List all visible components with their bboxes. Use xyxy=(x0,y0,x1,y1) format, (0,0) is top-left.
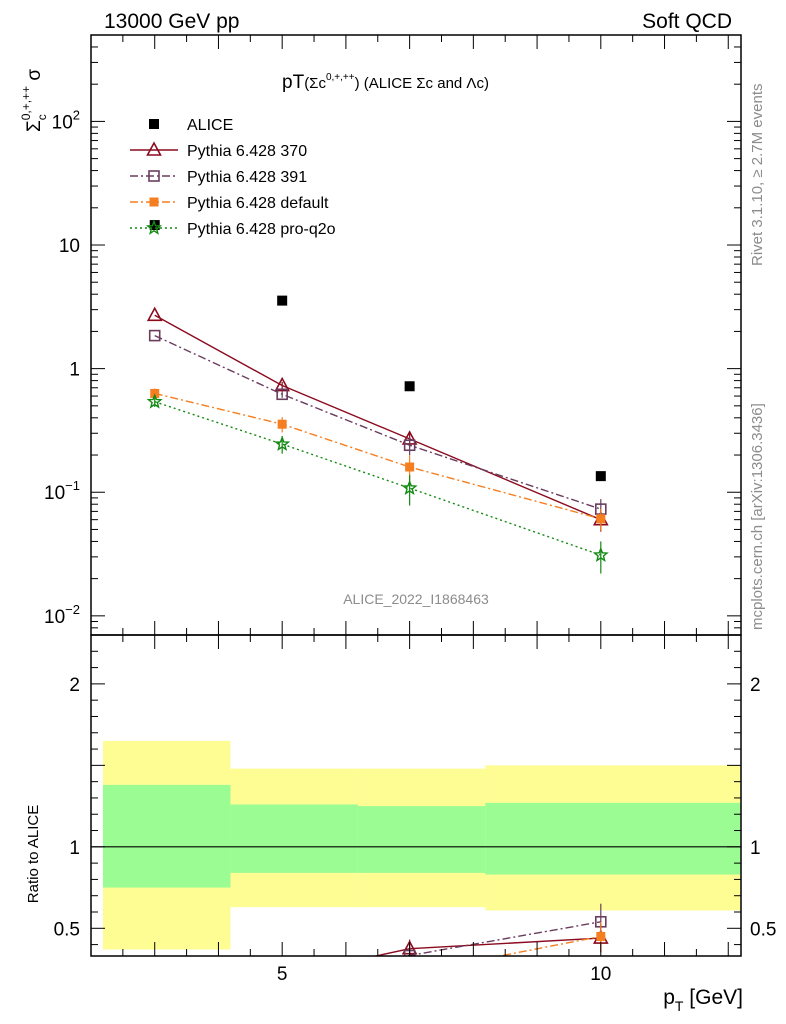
ratio-y-tick-label: 2 xyxy=(69,675,80,696)
ratio-stat-band xyxy=(485,802,741,875)
ratio-y-tick-label: 1 xyxy=(69,838,80,859)
legend-marker xyxy=(149,197,159,207)
legend-label: Pythia 6.428 pro-q2o xyxy=(187,221,336,238)
ratio-series-line xyxy=(403,921,601,956)
y-tick-label: 10 xyxy=(59,236,80,257)
ratio-point xyxy=(596,931,606,941)
analysis-id: ALICE_2022_I1868463 xyxy=(343,591,489,607)
series-point xyxy=(403,439,416,452)
series-point xyxy=(148,329,161,342)
series-point xyxy=(274,376,291,392)
x-tick-label: 5 xyxy=(277,964,288,985)
series-line xyxy=(154,401,602,556)
y-tick-label: 102 xyxy=(52,107,80,133)
legend-marker xyxy=(148,170,160,182)
y-tick-label: 10−2 xyxy=(44,602,80,628)
legend-marker xyxy=(145,219,163,235)
series-point xyxy=(146,393,163,409)
header-right: Soft QCD xyxy=(642,10,732,33)
x-axis-label: pT [GeV] xyxy=(663,986,743,1014)
series-point xyxy=(592,546,609,562)
y-axis-label: Σc0,+,++ σ xyxy=(19,69,49,132)
series-point xyxy=(277,419,287,429)
legend-label: Pythia 6.428 391 xyxy=(187,169,307,186)
legend-label: Pythia 6.428 370 xyxy=(187,143,307,160)
ratio-stat-band xyxy=(103,784,231,888)
x-tick-label: 10 xyxy=(590,964,611,985)
y-tick-label: 1 xyxy=(69,360,80,381)
series-point xyxy=(146,306,163,322)
plot-title: pT(Σc0,+,++) (ALICE Σc and Λc) xyxy=(282,72,489,93)
ratio-series-line xyxy=(372,937,601,956)
series-point xyxy=(596,514,606,524)
data-point xyxy=(595,471,606,482)
legend-label: Pythia 6.428 default xyxy=(187,195,329,212)
ratio-stat-band xyxy=(357,806,486,873)
series-line xyxy=(154,392,601,520)
series-line xyxy=(154,314,602,521)
ratio-stat-band xyxy=(230,804,358,873)
ratio-frame xyxy=(90,634,742,957)
ratio-y-tick-label-right: 1 xyxy=(750,838,761,859)
mcplots-label: mcplots.cern.ch [arXiv:1306.3436] xyxy=(749,403,766,630)
legend-marker xyxy=(149,119,159,129)
series-point xyxy=(276,388,288,401)
rivet-label: Rivet 3.1.10, ≥ 2.7M events xyxy=(749,84,766,267)
ratio-y-tick-label: 0.5 xyxy=(54,919,80,940)
series-point xyxy=(401,479,418,496)
ratio-y-tick-label-right: 0.5 xyxy=(750,919,776,940)
ratio-y-tick-label-right: 2 xyxy=(750,675,761,696)
data-point xyxy=(404,381,415,392)
series-line xyxy=(154,334,602,510)
ratio-y-axis-label: Ratio to ALICE xyxy=(25,805,42,903)
y-tick-label: 10−1 xyxy=(44,478,80,504)
series-point xyxy=(405,462,415,472)
legend-marker xyxy=(146,141,162,156)
header-left: 13000 GeV pp xyxy=(104,10,239,33)
legend-label: ALICE xyxy=(187,117,233,134)
ratio-series-line xyxy=(155,972,601,1003)
data-point xyxy=(277,295,288,306)
series-point xyxy=(274,435,291,452)
